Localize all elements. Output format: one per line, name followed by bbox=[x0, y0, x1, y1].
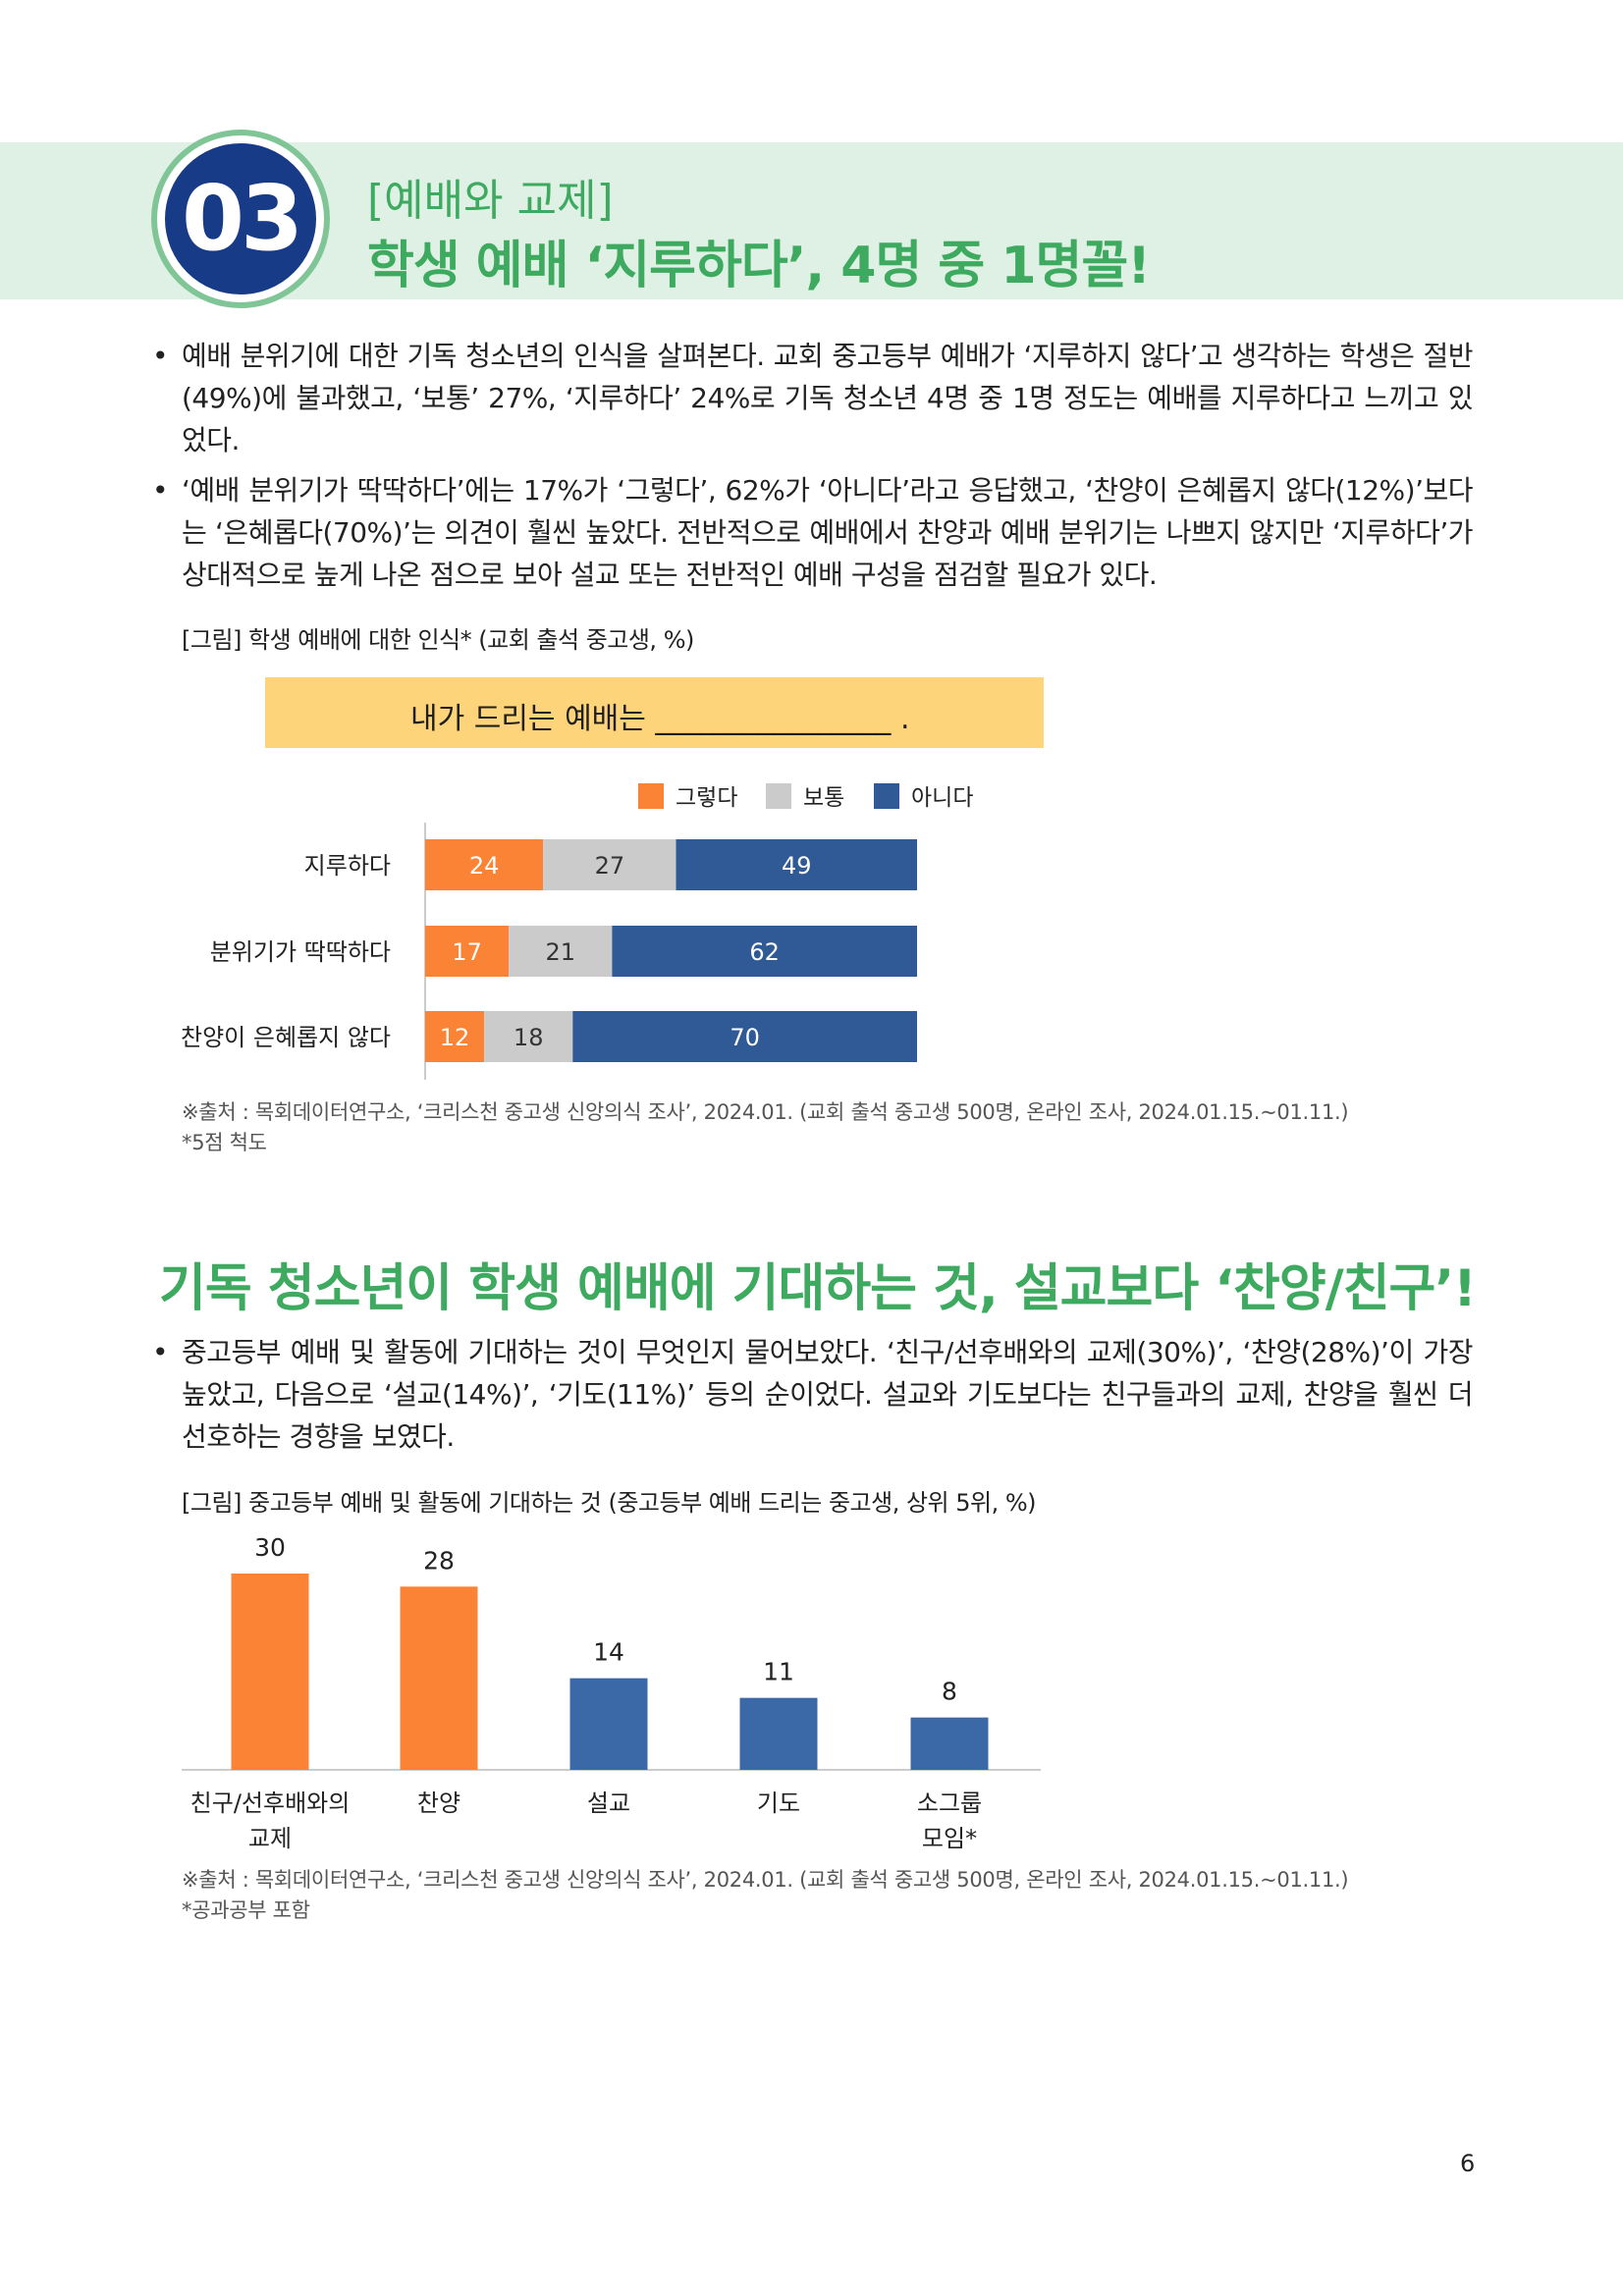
bullet-text: 예배 분위기에 대한 기독 청소년의 인식을 살펴본다. 교회 중고등부 예배가… bbox=[182, 340, 1474, 456]
data-label: 11 bbox=[763, 1658, 794, 1686]
bullet-text: 중고등부 예배 및 활동에 기대하는 것이 무엇인지 물어보았다. ‘친구/선후… bbox=[182, 1336, 1474, 1453]
category-label-line: 모임* bbox=[922, 1825, 977, 1852]
category-label-line: 소그룹 bbox=[917, 1789, 982, 1817]
figure2-source: ※출처 : 목회데이터연구소, ‘크리스천 중고생 신앙의식 조사’, 2024… bbox=[182, 1865, 1349, 1926]
data-label: 70 bbox=[730, 1024, 760, 1051]
section2-title: 기독 청소년이 학생 예배에 기대하는 것, 설교보다 ‘찬양/친구’! bbox=[159, 1259, 1477, 1318]
category-label-line: 기도 bbox=[757, 1789, 800, 1817]
bar bbox=[739, 1697, 818, 1770]
figure1-caption: [그림] 학생 예배에 대한 인식* (교회 출석 중고생, %) bbox=[182, 626, 694, 654]
legend-swatch bbox=[638, 783, 664, 809]
category-label: 기도 bbox=[757, 1789, 800, 1817]
category-label-line: 교제 bbox=[248, 1825, 292, 1852]
bullet-paragraph-3: • 중고등부 예배 및 활동에 기대하는 것이 무엇인지 물어보았다. ‘친구/… bbox=[152, 1331, 1474, 1458]
data-label: 24 bbox=[469, 852, 500, 880]
section-kicker: [예배와 교제] bbox=[367, 176, 614, 226]
legend-label: 보통 bbox=[803, 785, 844, 811]
bar-segment bbox=[612, 926, 917, 977]
bar-segment bbox=[572, 1011, 917, 1062]
bar-segment bbox=[484, 1011, 573, 1062]
figure1-prompt-box: 내가 드리는 예배는 ________________ . bbox=[265, 677, 1044, 748]
category-label: 찬양 bbox=[417, 1789, 460, 1817]
legend-swatch bbox=[874, 783, 899, 809]
data-label: 12 bbox=[440, 1024, 470, 1051]
figure1-source-text: ※출처 : 목회데이터연구소, ‘크리스천 중고생 신앙의식 조사’, 2024… bbox=[182, 1100, 1349, 1124]
bar-segment bbox=[425, 926, 510, 977]
section-title: 학생 예배 ‘지루하다’, 4명 중 1명꼴! bbox=[367, 237, 1151, 295]
legend-label: 그렇다 bbox=[676, 785, 737, 811]
bar-segment bbox=[425, 839, 544, 890]
data-label: 30 bbox=[254, 1533, 286, 1562]
category-label-line: 설교 bbox=[587, 1789, 630, 1817]
bullet-text: ‘예배 분위기가 딱딱하다’에는 17%가 ‘그렇다’, 62%가 ‘아니다’라… bbox=[182, 474, 1474, 591]
bar-segment bbox=[676, 839, 917, 890]
category-label-line: 찬양 bbox=[417, 1789, 460, 1817]
bullet-dot: • bbox=[152, 474, 169, 507]
bar-segment bbox=[425, 1011, 485, 1062]
data-label: 14 bbox=[593, 1638, 624, 1667]
page-number: 6 bbox=[1460, 2150, 1476, 2177]
category-label: 찬양이 은혜롭지 않다 bbox=[181, 1024, 391, 1051]
category-label: 설교 bbox=[587, 1789, 630, 1817]
figure2-note: *공과공부 포함 bbox=[182, 1898, 310, 1922]
data-label: 49 bbox=[782, 852, 812, 880]
bar-segment bbox=[543, 839, 676, 890]
data-label: 21 bbox=[546, 938, 576, 966]
category-label-line: 친구/선후배와의 bbox=[190, 1789, 351, 1817]
data-label: 28 bbox=[423, 1546, 455, 1575]
legend-label: 아니다 bbox=[911, 785, 973, 811]
bullet-paragraph-2: • ‘예배 분위기가 딱딱하다’에는 17%가 ‘그렇다’, 62%가 ‘아니다… bbox=[152, 469, 1474, 596]
section-number: 03 bbox=[181, 166, 303, 271]
category-label: 지루하다 bbox=[304, 852, 391, 880]
legend-swatch bbox=[766, 783, 791, 809]
section-number-badge: 03 bbox=[157, 135, 324, 302]
data-label: 27 bbox=[595, 852, 625, 880]
figure1-note: *5점 척도 bbox=[182, 1131, 267, 1154]
data-label: 17 bbox=[452, 938, 482, 966]
bar bbox=[569, 1678, 648, 1770]
bullet-dot: • bbox=[152, 1336, 169, 1368]
bar bbox=[400, 1586, 478, 1770]
figure1-prompt: 내가 드리는 예배는 ________________ . bbox=[410, 702, 910, 736]
figure2-source-text: ※출처 : 목회데이터연구소, ‘크리스천 중고생 신앙의식 조사’, 2024… bbox=[182, 1868, 1349, 1892]
figure2-caption: [그림] 중고등부 예배 및 활동에 기대하는 것 (중고등부 예배 드리는 중… bbox=[182, 1489, 1037, 1517]
category-label: 분위기가 딱딱하다 bbox=[210, 938, 391, 966]
bar bbox=[231, 1574, 309, 1770]
data-label: 18 bbox=[514, 1024, 544, 1051]
bullet-paragraph-1: • 예배 분위기에 대한 기독 청소년의 인식을 살펴본다. 교회 중고등부 예… bbox=[152, 335, 1474, 461]
data-label: 8 bbox=[942, 1678, 957, 1706]
bar bbox=[910, 1717, 989, 1770]
figure1-source: ※출처 : 목회데이터연구소, ‘크리스천 중고생 신앙의식 조사’, 2024… bbox=[182, 1097, 1349, 1158]
data-label: 62 bbox=[749, 938, 780, 966]
bar-segment bbox=[509, 926, 613, 977]
bullet-dot: • bbox=[152, 340, 169, 372]
